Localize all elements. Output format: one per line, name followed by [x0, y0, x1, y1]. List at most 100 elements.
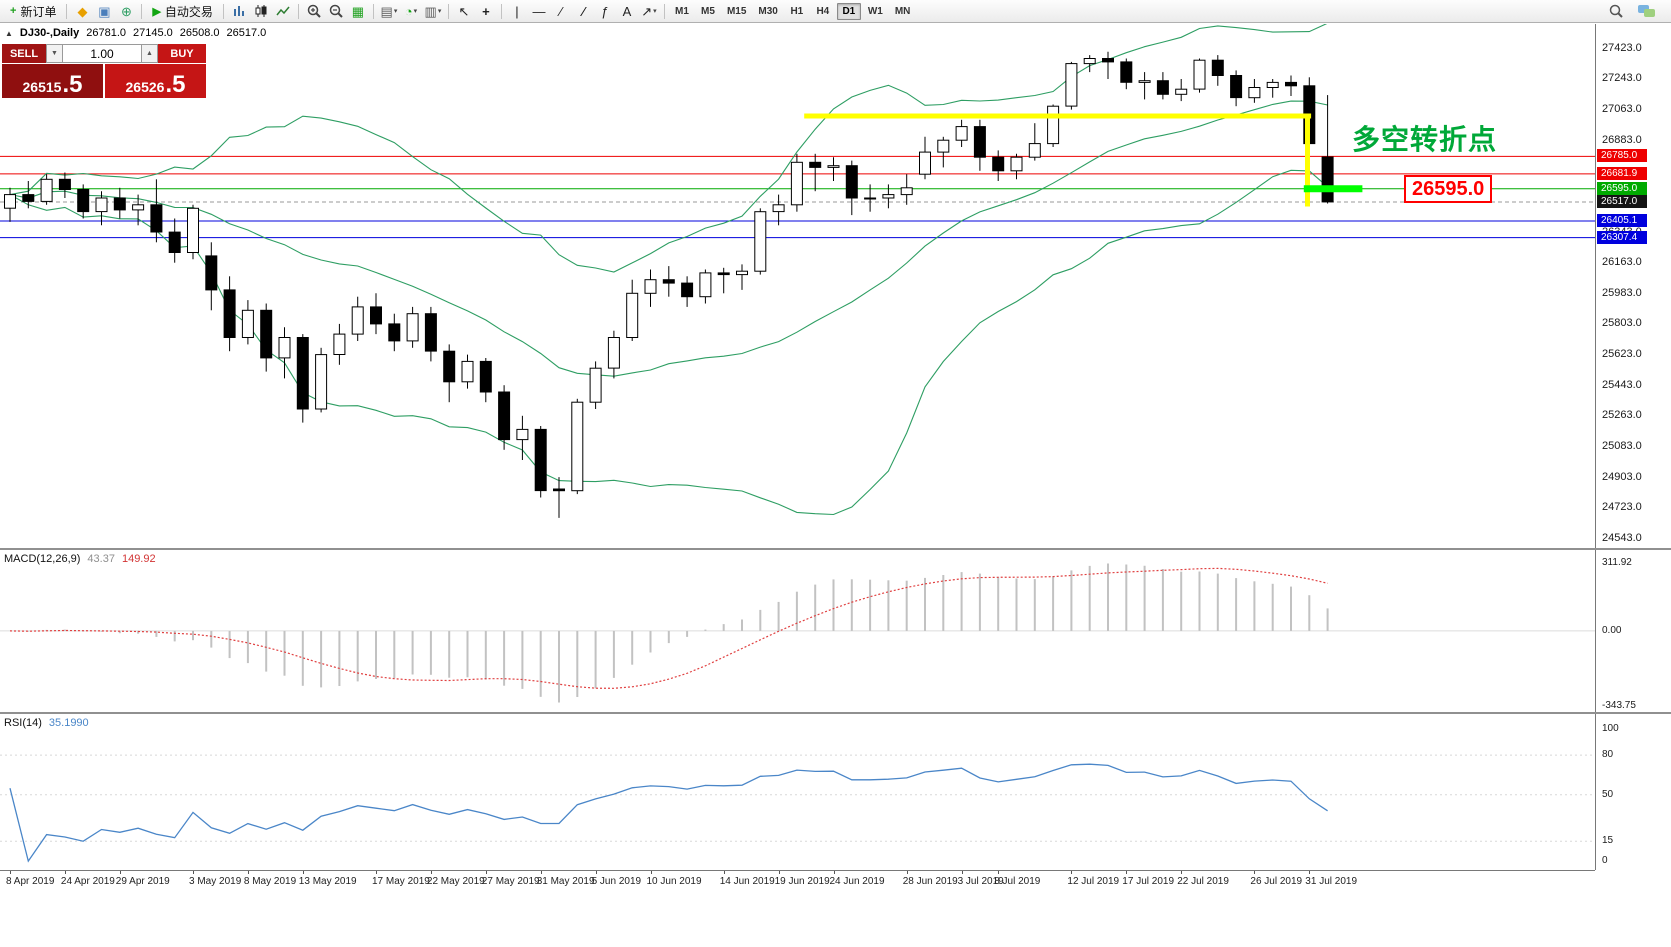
- price-tick: 27423.0: [1602, 41, 1642, 54]
- zoom-in-icon[interactable]: [303, 1, 325, 21]
- tile-windows-icon[interactable]: ▦: [351, 3, 365, 19]
- price-level-label: 26595.0: [1597, 181, 1647, 195]
- timeframe-button-m1[interactable]: M1: [674, 5, 689, 17]
- fibonacci-icon[interactable]: ƒ: [601, 3, 609, 19]
- indicators-icon[interactable]: ▤ ▾: [380, 3, 398, 19]
- bar-chart-icon[interactable]: [228, 1, 250, 21]
- buy-price-button[interactable]: 26526.5: [105, 64, 206, 98]
- vertical-line-icon[interactable]: |: [515, 3, 519, 19]
- price-tick: 24723.0: [1602, 501, 1642, 514]
- price-tick: 26883.0: [1602, 133, 1642, 146]
- macd-indicator-canvas[interactable]: [0, 550, 1595, 712]
- time-label: 28 Jun 2019: [902, 876, 958, 887]
- price-tick: 25083.0: [1602, 439, 1642, 452]
- crosshair-icon[interactable]: +: [482, 3, 490, 19]
- bollinger-upper-band: [9, 24, 1328, 273]
- market-watch-icon[interactable]: ⊕: [121, 3, 132, 19]
- timeframe-button-h4[interactable]: H4: [816, 5, 830, 17]
- dropdown-caret-icon: ▾: [653, 7, 657, 15]
- timeframe-button-m15[interactable]: M15: [726, 5, 747, 17]
- search-icon[interactable]: [1605, 1, 1627, 21]
- toolbar-separator: [66, 3, 68, 19]
- toolbar-separator: [663, 3, 665, 19]
- dropdown-caret-icon: ▾: [413, 7, 418, 15]
- new-order-button-icon: +: [10, 5, 17, 17]
- price-tick: 24903.0: [1602, 470, 1642, 483]
- buy-button[interactable]: BUY: [158, 44, 206, 63]
- timeframe-button-m30[interactable]: M30: [758, 5, 778, 17]
- time-label: 8 Jul 2019: [994, 876, 1041, 887]
- sell-price-button[interactable]: 26515.5: [2, 64, 103, 98]
- charts-window-icon[interactable]: ▣: [98, 3, 111, 19]
- time-label: 3 May 2019: [189, 876, 242, 887]
- horizontal-line-icon[interactable]: —: [532, 3, 546, 19]
- timeframe-button-h1[interactable]: H1: [790, 5, 804, 17]
- timeframe-button-d1[interactable]: D1: [836, 2, 861, 20]
- arrows-icon[interactable]: ↗ ▾: [641, 3, 657, 19]
- rsi-scale-tick: 100: [1602, 722, 1619, 734]
- auto-trading-button[interactable]: ▶ 自动交易: [146, 1, 218, 21]
- volume-increase-button[interactable]: ▲: [141, 44, 158, 63]
- time-label: 17 Jul 2019: [1122, 876, 1175, 887]
- macd-signal-value: 149.92: [121, 553, 156, 565]
- candlestick-chart-icon[interactable]: [250, 1, 272, 21]
- chart-symbol-period: DJ30-,Daily: [19, 27, 80, 39]
- periods-icon[interactable]: ◔ ▾: [404, 3, 418, 19]
- toolbar-separator: [500, 3, 502, 19]
- ohlc-low: 26508.0: [179, 27, 220, 39]
- time-tick: [119, 871, 121, 874]
- time-tick: [1126, 871, 1128, 874]
- volume-decrease-button[interactable]: ▼: [46, 44, 63, 63]
- time-label: 22 Jul 2019: [1177, 876, 1229, 887]
- time-tick: [1309, 871, 1311, 874]
- time-scale[interactable]: 8 Apr 2019 24 Apr 2019 29 Apr 2019 3 May 20…: [0, 870, 1595, 890]
- rsi-value: 35.1990: [48, 717, 89, 729]
- time-label: 31 May 2019: [536, 876, 595, 887]
- price-tick: 25443.0: [1602, 378, 1642, 391]
- price-scale[interactable]: 27423.027243.027063.026883.026343.026163…: [1595, 24, 1671, 870]
- rsi-indicator-canvas[interactable]: [0, 714, 1595, 869]
- macd-scale-tick: -343.75: [1602, 699, 1636, 711]
- macd-indicator-label: MACD(12,26,9) 43.37 149.92: [4, 553, 156, 565]
- toolbar-separator: [141, 3, 143, 19]
- sell-button[interactable]: SELL: [2, 44, 46, 63]
- time-label: 3 Jul 2019: [957, 876, 1004, 887]
- time-tick: [595, 871, 597, 874]
- zoom-out-icon[interactable]: [325, 1, 347, 21]
- time-tick: [723, 871, 725, 874]
- rsi-scale-tick: 50: [1602, 788, 1614, 800]
- templates-icon[interactable]: ▥ ▾: [424, 3, 442, 19]
- price-level-label: 26681.9: [1597, 166, 1647, 180]
- chat-icon[interactable]: [1635, 1, 1657, 21]
- text-icon[interactable]: A: [622, 3, 632, 19]
- price-chart-canvas[interactable]: [0, 24, 1595, 549]
- time-tick: [961, 871, 963, 874]
- panel-separator[interactable]: [0, 548, 1671, 550]
- macd-scale-tick: 311.92: [1602, 556, 1632, 568]
- time-tick: [302, 871, 304, 874]
- chart-window: ▲ DJ30-,Daily 26781.0 27145.0 26508.0 26…: [0, 24, 1671, 890]
- channel-icon[interactable]: ∕∕: [582, 3, 585, 19]
- toolbar: + 新订单 ◆ ▣ ⊕ ▶ 自动交易 ▦ ▤ ▾ ◔ ▾ ▥ ▾ ↖ + | — ∕ ∕∕ ƒ A ↗ ▾ M1 M5 M15 M30…: [0, 0, 1671, 23]
- auto-trading-button-label: 自动交易: [164, 4, 213, 19]
- timeframe-button-m5[interactable]: M5: [700, 5, 715, 17]
- turning-point-annotation[interactable]: 多空转折点: [1352, 124, 1498, 155]
- line-chart-icon[interactable]: [272, 1, 294, 21]
- favorites-icon[interactable]: ◆: [77, 3, 88, 19]
- time-tick: [650, 871, 652, 874]
- price-callout-annotation[interactable]: 26595.0: [1404, 175, 1493, 203]
- rsi-line: [9, 763, 1328, 863]
- new-order-button[interactable]: + 新订单: [4, 1, 62, 21]
- time-label: 29 Apr 2019: [115, 876, 170, 887]
- sell-price-pips: .5: [62, 70, 83, 98]
- volume-input[interactable]: 1.00: [63, 44, 141, 63]
- timeframe-button-w1[interactable]: W1: [867, 5, 883, 17]
- time-tick: [998, 871, 1000, 874]
- timeframe-button-mn[interactable]: MN: [894, 5, 911, 17]
- toolbar-separator: [297, 3, 299, 19]
- rsi-scale-tick: 15: [1602, 835, 1614, 847]
- cursor-icon[interactable]: ↖: [458, 3, 470, 19]
- price-tick: 27243.0: [1602, 72, 1642, 85]
- trendline-icon[interactable]: ∕: [559, 3, 563, 19]
- panel-separator[interactable]: [0, 712, 1671, 714]
